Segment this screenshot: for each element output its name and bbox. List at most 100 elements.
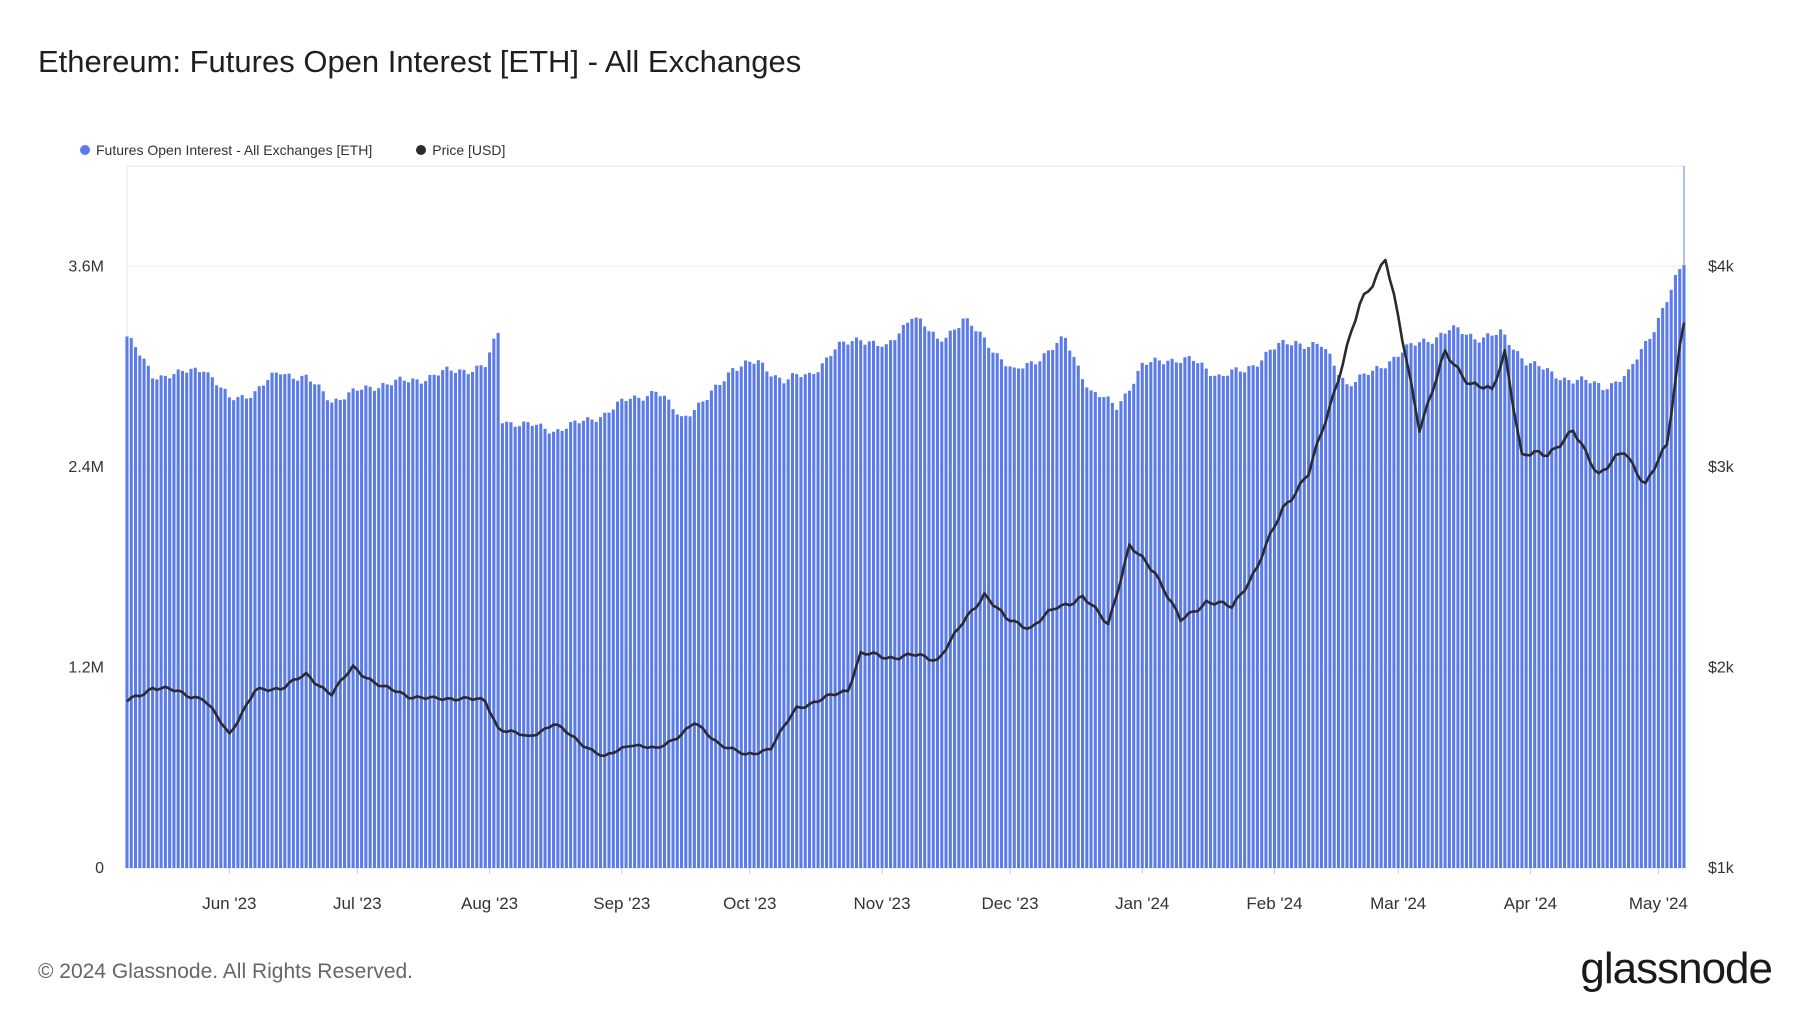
legend-label-open-interest: Futures Open Interest - All Exchanges [E… [96,142,373,158]
open-interest-bar [496,332,500,868]
open-interest-bar [1268,349,1272,869]
open-interest-bar [812,374,816,868]
open-interest-bar [232,400,236,868]
open-interest-bar [641,400,645,868]
open-interest-bar [1080,379,1085,868]
open-interest-bar [918,318,922,869]
open-interest-bar [556,429,560,868]
open-interest-bar [1545,368,1550,868]
open-interest-bar [999,359,1004,868]
open-interest-bar [394,379,398,868]
open-interest-bar [151,378,155,868]
open-interest-bar [1208,375,1213,868]
open-interest-bar [1644,340,1648,869]
open-interest-bar [944,337,948,868]
open-interest-bar [398,376,402,868]
open-interest-bar [368,386,372,868]
open-interest-bar [1627,369,1631,868]
open-interest-bar [1324,349,1328,868]
open-interest-bar [1392,356,1396,868]
open-interest-bar [1494,334,1498,868]
open-interest-bar [564,428,568,868]
open-interest-bar [667,399,671,868]
open-interest-bar [697,402,701,868]
open-interest-bar [901,324,905,868]
open-interest-bar [1656,317,1660,868]
open-interest-bar [884,344,888,868]
open-interest-bar [1588,383,1592,868]
open-interest-bar [974,331,978,868]
open-interest-bar [1558,380,1562,868]
open-interest-bar [910,318,914,868]
open-interest-bar [1191,360,1195,868]
open-interest-bar [466,374,470,868]
open-interest-bar [1115,409,1119,868]
open-interest-bar [343,399,347,868]
legend-item-price[interactable]: Price [USD] [416,142,505,158]
open-interest-bar [479,365,483,868]
open-interest-bar [547,433,551,868]
open-interest-bar [428,375,432,868]
open-interest-bar [1285,344,1289,868]
open-interest-bar [1336,374,1341,868]
open-interest-bar [1255,366,1259,868]
open-interest-bar [752,363,756,868]
open-interest-bar [731,368,735,868]
open-interest-bar [1025,363,1029,868]
open-interest-bar [1388,361,1392,868]
open-interest-bar [1076,365,1080,868]
open-interest-bar [291,378,295,868]
open-interest-bar [1277,343,1281,868]
open-interest-bar [125,336,129,868]
open-interest-bar [257,386,261,868]
open-interest-bar [313,384,317,868]
open-interest-bar [249,397,253,868]
open-interest-bar [458,369,462,868]
open-interest-bar [539,423,543,868]
open-interest-bar [530,425,534,868]
x-tick-label: Jul '23 [333,894,382,913]
open-interest-bar [1652,332,1656,868]
open-interest-bar [1563,377,1567,868]
open-interest-bar [590,419,594,868]
y-right-tick-label: $3k [1708,459,1735,476]
open-interest-bar [445,366,449,868]
open-interest-bar [935,338,940,869]
open-interest-bar [1311,341,1315,869]
open-interest-bar [1575,379,1579,868]
open-interest-bar [863,344,867,869]
open-interest-bar [628,398,632,868]
open-interest-bar [1631,364,1635,868]
open-interest-bar [1481,337,1486,868]
open-interest-bar [1614,381,1618,868]
open-interest-bar [304,374,308,868]
open-interest-bar [773,375,777,868]
legend-item-open-interest[interactable]: Futures Open Interest - All Exchanges [E… [80,142,372,158]
open-interest-bar [1516,351,1520,868]
open-interest-bar [552,431,556,868]
open-interest-bar [1443,333,1447,869]
x-tick-label: Jun '23 [202,894,256,913]
open-interest-bar [662,395,667,868]
open-interest-bar [253,391,257,868]
open-interest-bar [402,380,406,868]
open-interest-bar [1477,342,1481,868]
open-interest-bar [159,375,163,868]
open-interest-bar [987,347,991,868]
open-interest-bar [650,390,654,868]
open-interest-bar [598,417,603,868]
x-tick-label: Sep '23 [593,894,650,913]
open-interest-bar [142,358,146,868]
open-interest-bar [995,353,999,868]
open-interest-bar [1524,365,1528,868]
open-interest-bar [624,400,628,868]
open-interest-bar [1119,401,1123,868]
open-interest-bar [197,372,202,868]
open-interest-bar [227,397,231,868]
open-interest-bar [163,375,167,868]
open-interest-bar [1298,343,1302,868]
open-interest-bar [1281,339,1285,868]
open-interest-bar [1243,372,1247,868]
chart-title: Ethereum: Futures Open Interest [ETH] - … [38,44,802,79]
